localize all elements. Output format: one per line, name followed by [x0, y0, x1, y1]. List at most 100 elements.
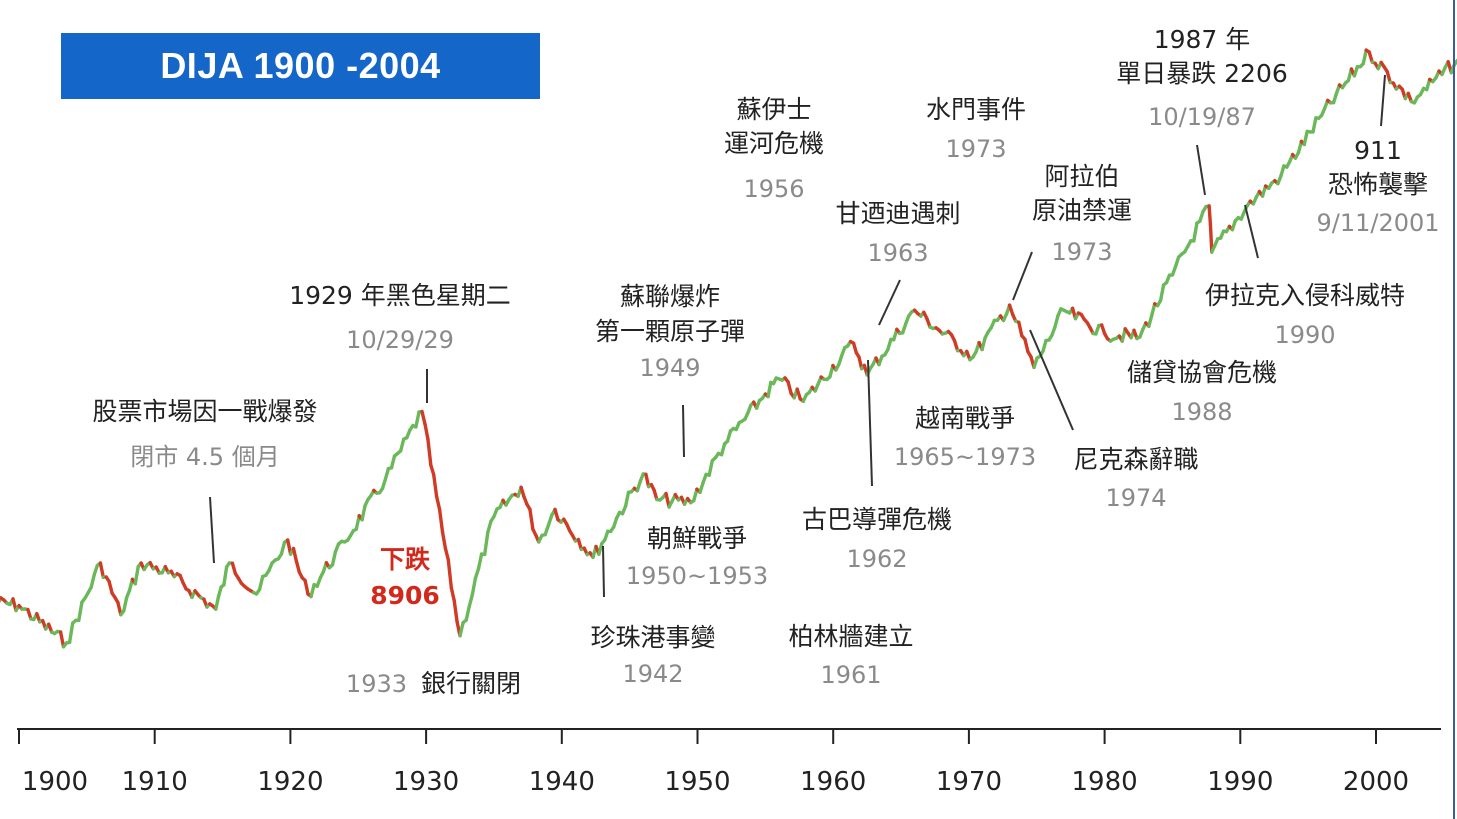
series-segment — [644, 472, 651, 489]
event-date: 1963 — [867, 239, 928, 267]
series-segment — [1041, 338, 1048, 353]
event-drop: 下跌 8906 — [370, 545, 440, 610]
event-title: 第一顆原子彈 — [595, 317, 745, 346]
event-title: 尼克森辭職 — [1073, 445, 1198, 474]
annotation-pointer — [1196, 144, 1206, 196]
series-segment — [309, 583, 316, 599]
series-segment — [399, 437, 406, 453]
event-title: 銀行關閉 — [421, 669, 521, 698]
series-segment — [464, 604, 471, 622]
event-kennedy: 甘迺迪遇刺 1963 — [835, 199, 960, 267]
event-date: 10/19/87 — [1148, 103, 1256, 131]
event-title: 1987 年 — [1154, 25, 1251, 54]
event-savings-loan: 儲貸協會危機 1988 — [1127, 358, 1277, 426]
event-cuban-missile: 古巴導彈危機 1962 — [802, 505, 952, 573]
series-segment — [291, 546, 299, 563]
series-segment — [257, 574, 265, 591]
event-title: 恐怖襲擊 — [1328, 170, 1428, 199]
series-segment — [426, 437, 433, 467]
series-segment — [1311, 116, 1318, 134]
series-segment — [452, 598, 459, 624]
series-segment — [467, 592, 475, 608]
series-segment — [476, 552, 484, 571]
series-segment — [458, 621, 465, 638]
event-berlin-wall: 柏林牆建立 1961 — [788, 622, 913, 689]
series-segment — [719, 442, 727, 457]
event-title: 蘇伊士 — [736, 95, 811, 124]
series-segment — [486, 519, 493, 535]
event-title: 股票市場因一戰爆發 — [92, 397, 317, 426]
series-segment — [432, 473, 439, 499]
x-tick-label: 1960 — [800, 767, 866, 797]
series-segment — [121, 596, 129, 613]
x-tick-label: 1910 — [122, 767, 188, 797]
event-title: 1929 年黑色星期二 — [289, 281, 511, 310]
annotation-pointer — [1380, 74, 1386, 127]
event-date: 1962 — [846, 545, 907, 573]
annotation-pointer — [1012, 251, 1033, 301]
event-vietnam-war: 越南戰爭 1965~1973 — [894, 404, 1036, 471]
series-segment — [434, 494, 442, 512]
event-date: 1961 — [820, 661, 881, 689]
series-segment — [437, 507, 445, 534]
series-segment — [420, 409, 427, 426]
series-segment — [1361, 48, 1368, 66]
series-segment — [414, 410, 421, 429]
event-title: 古巴導彈危機 — [802, 505, 952, 534]
event-nixon-resigns: 尼克森辭職 1974 — [1073, 445, 1198, 512]
series-segment — [446, 558, 453, 590]
event-title: 阿拉伯 — [1044, 162, 1119, 191]
x-tick-label: 2000 — [1343, 767, 1409, 797]
event-date: 1965~1973 — [894, 443, 1036, 471]
event-title: 朝鮮戰爭 — [647, 524, 747, 553]
event-title: 儲貸協會危機 — [1127, 358, 1277, 387]
event-date: 1956 — [743, 175, 804, 203]
series-segment — [330, 549, 338, 567]
series-segment — [214, 594, 221, 611]
event-bank-closures: 銀行關閉 1933 — [346, 669, 521, 698]
annotation-pointer — [1029, 329, 1074, 431]
series-segment — [133, 565, 140, 586]
event-date: 10/29/29 — [346, 326, 454, 354]
series-segment — [303, 578, 310, 596]
event-title: 單日暴跌 2206 — [1116, 59, 1288, 88]
chart-title: DIJA 1900 -2004 — [160, 45, 441, 86]
series-segment — [1367, 50, 1374, 64]
series-segment — [692, 487, 699, 503]
event-title: 下跌 — [380, 545, 430, 574]
series-segment — [952, 338, 960, 353]
event-korean-war: 朝鮮戰爭 1950~1953 — [626, 524, 768, 590]
event-title: 運河危機 — [724, 129, 824, 158]
series-segment — [58, 630, 66, 649]
event-sept-11: 911 恐怖襲擊 9/11/2001 — [1316, 136, 1439, 237]
annotation-pointers — [209, 74, 1386, 598]
series-segment — [354, 514, 361, 531]
series-segment — [89, 572, 97, 589]
series-segment — [449, 585, 456, 603]
series-segment — [886, 337, 893, 352]
event-title: 越南戰爭 — [915, 404, 1015, 433]
series-segment — [222, 565, 229, 587]
series-segment — [1207, 204, 1213, 226]
event-title: 甘迺迪遇刺 — [835, 199, 960, 228]
event-iraq-kuwait: 伊拉克入侵科威特 1990 — [1205, 281, 1405, 349]
annotation-pointer — [1244, 204, 1259, 259]
event-watergate: 水門事件 1973 — [926, 95, 1026, 163]
series-segment — [279, 540, 287, 556]
series-segment — [1017, 320, 1024, 338]
x-tick-label: 1930 — [393, 767, 459, 797]
series-segment — [1149, 302, 1157, 318]
x-axis: 1900 1910 1920 1930 1940 1950 1960 1970 1980 1990… — [17, 728, 1441, 797]
event-date: 1973 — [1051, 238, 1112, 266]
price-series — [0, 48, 1457, 649]
series-segment — [725, 429, 733, 443]
event-black-tuesday: 1929 年黑色星期二 10/29/29 — [289, 281, 511, 354]
series-segment — [483, 530, 490, 557]
series-segment — [1158, 283, 1166, 303]
event-date: 1990 — [1274, 321, 1335, 349]
series-segment — [383, 466, 391, 481]
